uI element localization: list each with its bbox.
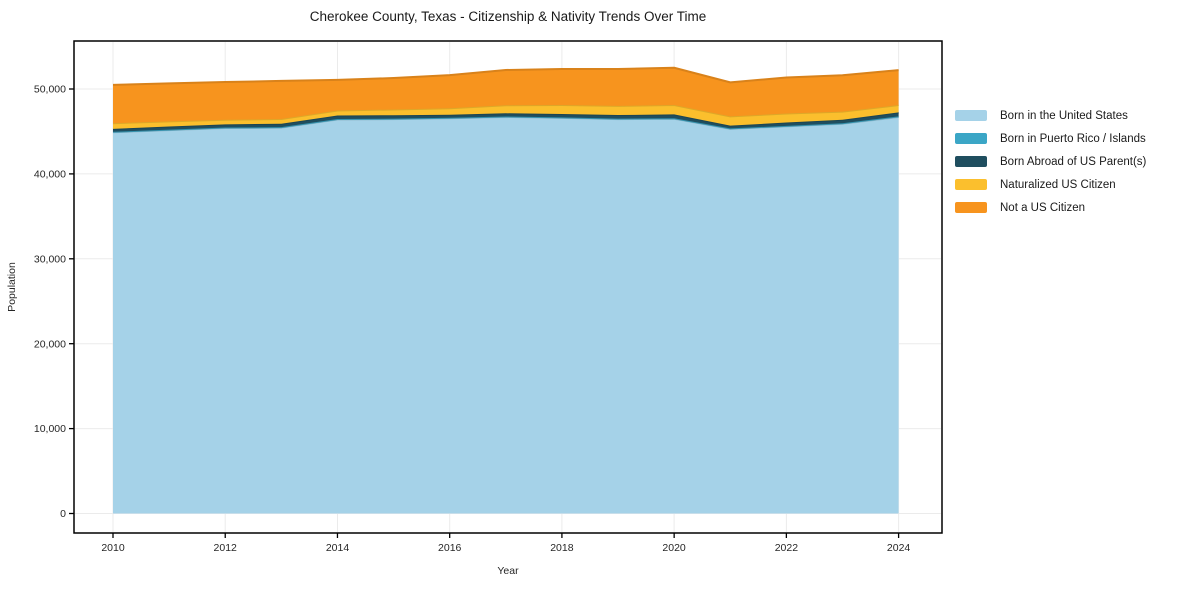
legend-item: Born in the United States <box>955 104 1146 127</box>
legend-label: Born in Puerto Rico / Islands <box>1000 132 1146 145</box>
legend-item: Born in Puerto Rico / Islands <box>955 127 1146 150</box>
x-tick-label: 2016 <box>438 542 462 554</box>
legend-swatch <box>955 202 987 213</box>
legend-label: Not a US Citizen <box>1000 201 1086 214</box>
legend-label: Born Abroad of US Parent(s) <box>1000 155 1147 168</box>
x-tick-label: 2022 <box>775 542 799 554</box>
x-tick-label: 2018 <box>550 542 574 554</box>
y-axis-label: Population <box>6 262 18 312</box>
area-layer <box>113 67 899 124</box>
chart-title: Cherokee County, Texas - Citizenship & N… <box>309 9 707 24</box>
y-tick-label: 0 <box>60 508 66 520</box>
legend-swatch <box>955 110 987 121</box>
legend-label: Born in the United States <box>1000 109 1128 122</box>
x-axis-label: Year <box>497 565 519 577</box>
legend-swatch <box>955 133 987 144</box>
y-tick-label: 10,000 <box>34 423 66 435</box>
y-tick-label: 30,000 <box>34 253 66 265</box>
y-tick-label: 40,000 <box>34 169 66 181</box>
y-tick-label: 20,000 <box>34 338 66 350</box>
y-tick-label: 50,000 <box>34 84 66 96</box>
area-series-group <box>112 66 899 514</box>
x-tick-label: 2012 <box>214 542 238 554</box>
legend-item: Naturalized US Citizen <box>955 173 1146 196</box>
legend-swatch <box>955 179 987 190</box>
legend-label: Naturalized US Citizen <box>1000 178 1116 191</box>
legend: Born in the United States Born in Puerto … <box>955 104 1146 219</box>
area-layer <box>113 117 899 514</box>
x-tick-label: 2010 <box>101 542 125 554</box>
x-tick-label: 2014 <box>326 542 350 554</box>
axis-ticks: 0 10,000 20,000 30,000 40,000 50,000 2010 2012 2… <box>34 84 911 554</box>
x-tick-label: 2020 <box>662 542 686 554</box>
legend-item: Not a US Citizen <box>955 196 1146 219</box>
area-top-edge <box>112 66 899 86</box>
legend-item: Born Abroad of US Parent(s) <box>955 150 1146 173</box>
plot-frame <box>73 40 943 534</box>
area-layer <box>113 112 899 132</box>
x-tick-label: 2024 <box>887 542 911 554</box>
legend-swatch <box>955 156 987 167</box>
